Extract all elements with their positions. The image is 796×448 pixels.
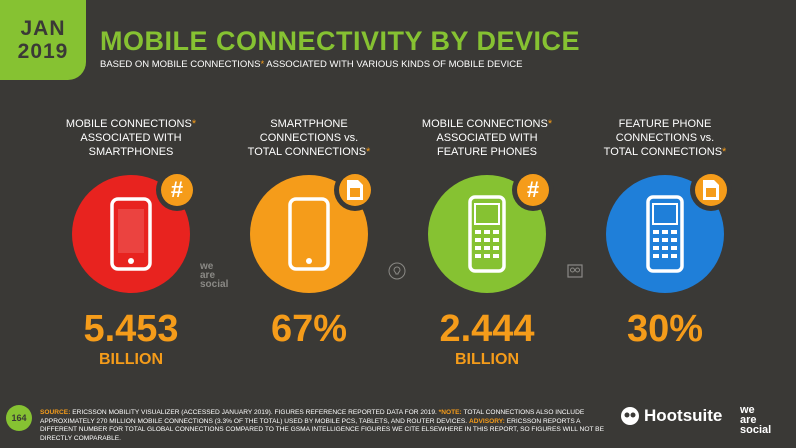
stat-column-feature-phone-connections: MOBILE CONNECTIONS* ASSOCIATED WITH FEAT… — [402, 117, 572, 161]
smartphone-icon — [288, 197, 330, 271]
stat-label: SMARTPHONE CONNECTIONS vs. TOTAL CONNECT… — [247, 118, 371, 158]
stat-value: 67% — [270, 308, 348, 350]
owl-logo-icon — [621, 407, 639, 425]
stat-label: FEATURE PHONE CONNECTIONS vs. TOTAL CONN… — [603, 118, 727, 158]
hash-icon: # — [517, 174, 549, 206]
stat-label: MOBILE CONNECTIONS* ASSOCIATED WITH FEAT… — [421, 118, 553, 158]
feature-phone-icon — [646, 195, 684, 273]
stat-column-smartphone-connections: MOBILE CONNECTIONS* ASSOCIATED WITH SMAR… — [46, 117, 216, 161]
sim-card-icon — [339, 174, 371, 206]
page-number: 164 — [6, 405, 32, 431]
owl-icon — [567, 264, 583, 278]
sim-card-icon — [695, 174, 727, 206]
page-title: MOBILE CONNECTIVITY BY DEVICE — [100, 26, 581, 56]
stat-label: MOBILE CONNECTIONS* ASSOCIATED WITH SMAR… — [65, 118, 197, 158]
stat-value: 30% — [626, 308, 704, 350]
badge-year: 2019 — [17, 40, 69, 63]
smartphone-icon — [110, 197, 152, 271]
sim-badge — [690, 169, 732, 211]
hootsuite-logo: Hootsuite — [620, 406, 722, 426]
device-circle: # — [72, 169, 198, 293]
lightbulb-icon — [388, 262, 406, 280]
badge-month: JAN — [20, 17, 66, 40]
hash-badge: # — [512, 169, 554, 211]
device-circle — [250, 169, 376, 293]
we-are-social-logo: we are social — [740, 404, 772, 436]
date-badge: JAN 2019 — [0, 0, 86, 80]
hash-icon: # — [161, 174, 193, 206]
stat-value: 2.444 — [439, 308, 535, 350]
stat-column-smartphone-share: SMARTPHONE CONNECTIONS vs. TOTAL CONNECT… — [224, 117, 394, 161]
feature-phone-icon — [468, 195, 506, 273]
hash-badge: # — [156, 169, 198, 211]
source-note: SOURCE: ERICSSON MOBILITY VISUALIZER (AC… — [40, 409, 604, 442]
device-circle — [606, 169, 732, 293]
stat-value: 5.453 — [83, 308, 179, 350]
stat-column-feature-phone-share: FEATURE PHONE CONNECTIONS vs. TOTAL CONN… — [580, 117, 750, 161]
sim-badge — [334, 169, 376, 211]
watermark-logo: we are social — [200, 261, 229, 290]
stat-unit: BILLION — [455, 351, 519, 368]
device-circle: # — [428, 169, 554, 293]
stat-unit: BILLION — [99, 351, 163, 368]
page-subtitle: BASED ON MOBILE CONNECTIONS* ASSOCIATED … — [100, 59, 523, 70]
